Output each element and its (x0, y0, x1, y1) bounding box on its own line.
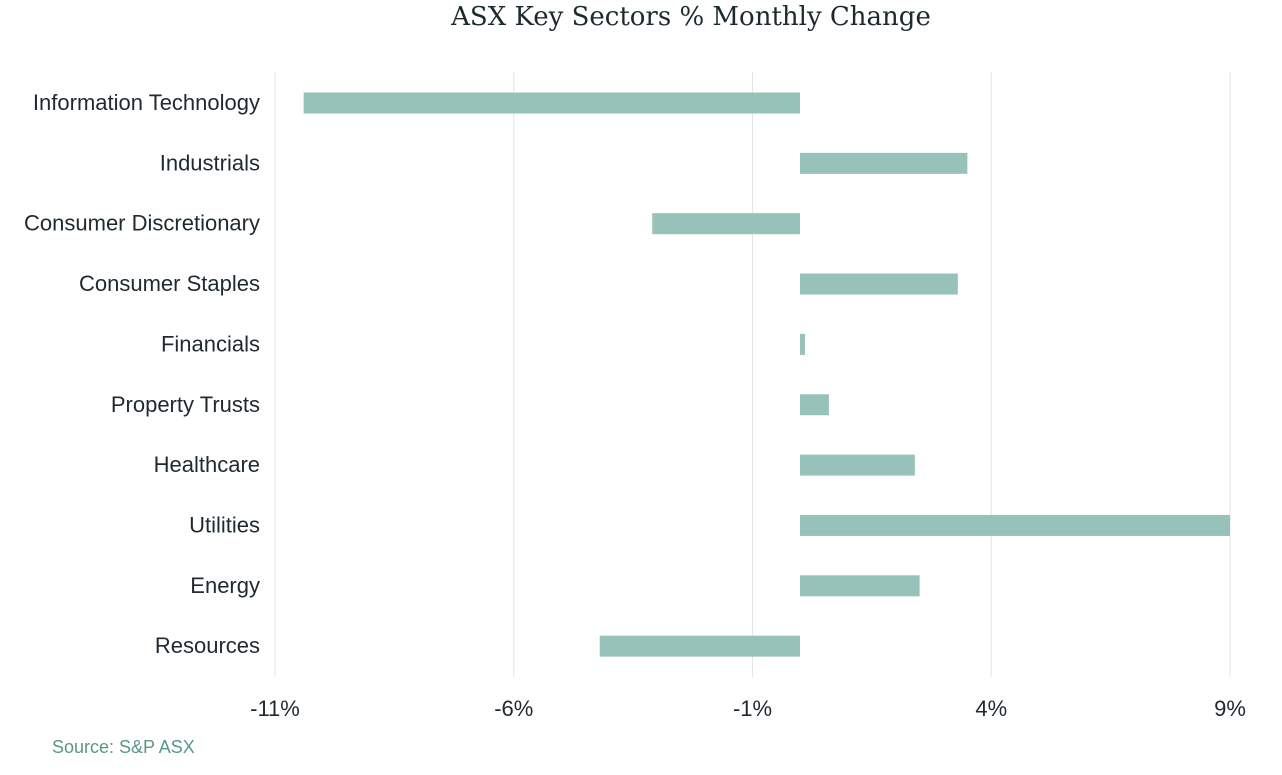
grid-lines (274, 72, 1231, 677)
category-label: Consumer Discretionary (24, 211, 260, 236)
bar (599, 635, 800, 657)
category-label: Property Trusts (111, 392, 260, 417)
category-labels: Information Technology Industrials Consume… (24, 90, 260, 658)
x-axis-tick-labels: -11% -6% -1% 4% 9% (250, 696, 1246, 721)
category-label: Utilities (189, 512, 260, 537)
bar (652, 213, 800, 235)
category-label: Information Technology (33, 90, 260, 115)
x-tick-label: 9% (1214, 696, 1246, 721)
category-label: Consumer Staples (79, 271, 260, 296)
category-label: Resources (155, 633, 260, 658)
bar (800, 514, 1230, 536)
category-label: Financials (161, 331, 260, 356)
bar (800, 454, 915, 476)
bar (303, 92, 800, 114)
bar (800, 333, 806, 355)
x-tick-label: -1% (733, 696, 772, 721)
bar (800, 394, 829, 416)
bar (800, 273, 958, 295)
bar (800, 152, 968, 174)
x-tick-label: 4% (975, 696, 1007, 721)
chart-title: ASX Key Sectors % Monthly Change (451, 2, 931, 32)
category-label: Energy (190, 573, 260, 598)
category-label: Industrials (160, 150, 260, 175)
category-label: Healthcare (154, 452, 260, 477)
x-tick-label: -6% (494, 696, 533, 721)
bars (303, 92, 1230, 657)
x-tick-label: -11% (250, 696, 300, 721)
bar (800, 575, 920, 597)
source-note: Source: S&P ASX (52, 737, 195, 757)
